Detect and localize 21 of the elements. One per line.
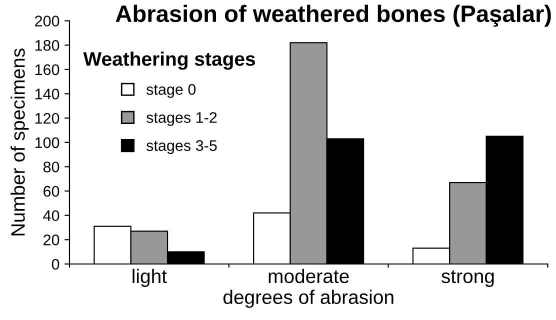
y-tick-label: 40 [43,210,60,222]
x-axis-title: degrees of abrasion [223,290,394,308]
y-tick-label: 80 [43,162,60,172]
legend-label: stages 3-5 [146,140,217,154]
legend-title: Weathering stages [83,52,255,70]
legend-label: stages 1-2 [146,112,217,126]
x-tick-label: moderate [268,268,349,284]
x-tick-label: light [132,268,167,287]
y-tick-label: 20 [44,234,60,246]
y-tick-label: 200 [35,16,60,26]
chart-title: Abrasion of weathered bones (Paşalar) [116,4,551,27]
x-tick-label: strong [441,270,494,287]
y-tick-label: 180 [35,40,60,51]
y-tick-label: 100 [35,137,60,148]
y-tick-label: 160 [35,64,60,76]
y-tick-label: 0 [52,258,60,270]
y-tick-label: 120 [35,112,60,124]
y-tick-label: 60 [44,186,60,197]
y-axis-title: Number of specimens [10,48,29,236]
legend-label: stage 0 [146,84,196,98]
y-tick-label: 140 [35,88,60,100]
